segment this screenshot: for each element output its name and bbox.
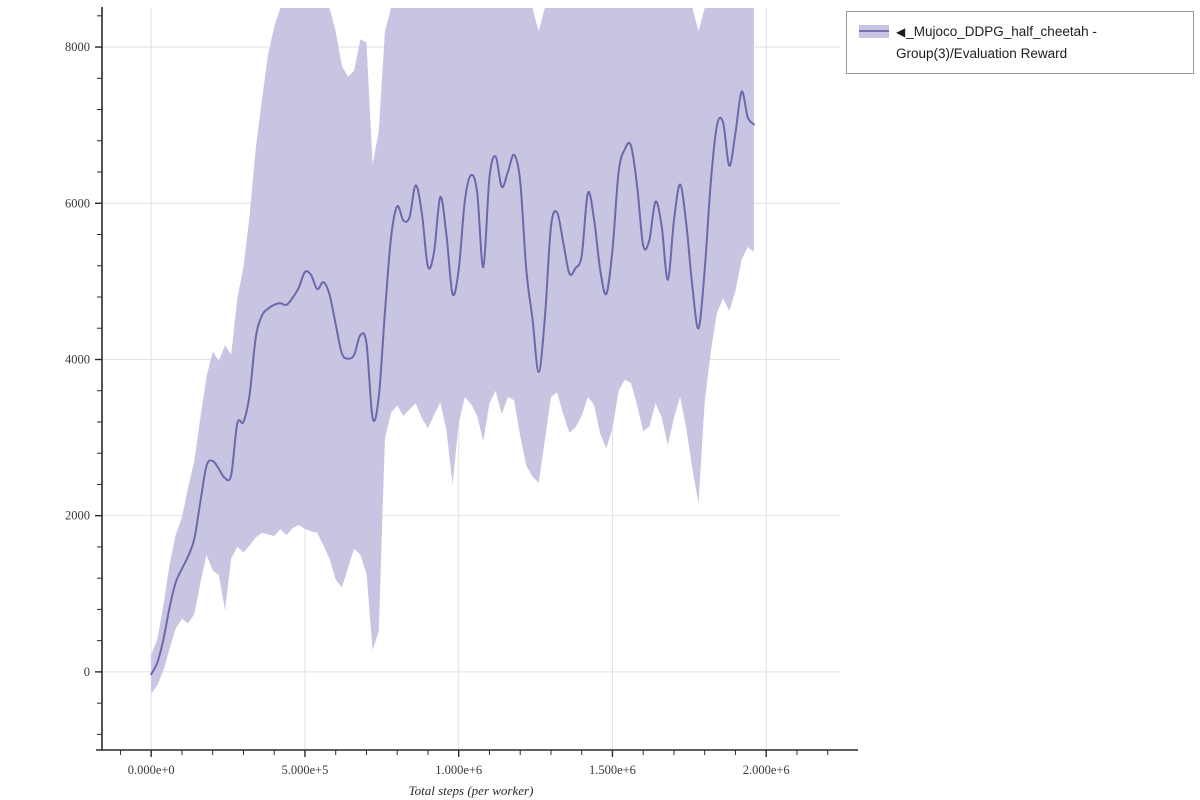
- svg-text:1.500e+6: 1.500e+6: [589, 763, 636, 777]
- svg-text:1.000e+6: 1.000e+6: [435, 763, 482, 777]
- x-axis-title: Total steps (per worker): [409, 783, 534, 798]
- confidence-band: [151, 8, 754, 694]
- legend-collapse-triangle-icon[interactable]: ◀: [896, 25, 906, 39]
- svg-text:4000: 4000: [65, 352, 90, 366]
- svg-text:0.000e+0: 0.000e+0: [128, 763, 175, 777]
- legend-label-wrapper: ◀_Mujoco_DDPG_half_cheetah - Group(3)/Ev…: [896, 21, 1183, 64]
- svg-text:6000: 6000: [65, 196, 90, 210]
- legend-label: _Mujoco_DDPG_half_cheetah - Group(3)/Eva…: [896, 24, 1097, 61]
- svg-text:0: 0: [84, 665, 90, 679]
- svg-text:8000: 8000: [65, 40, 90, 54]
- legend-item[interactable]: ◀_Mujoco_DDPG_half_cheetah - Group(3)/Ev…: [859, 21, 1183, 64]
- tick-labels: 0.000e+0 5.000e+5 1.000e+6 1.500e+6 2.000e+6…: [65, 40, 790, 777]
- svg-text:5.000e+5: 5.000e+5: [281, 763, 328, 777]
- legend-line-swatch: [859, 30, 889, 33]
- legend-swatch-icon: [859, 23, 889, 40]
- axes: [95, 7, 858, 757]
- legend[interactable]: ◀_Mujoco_DDPG_half_cheetah - Group(3)/Ev…: [846, 11, 1194, 74]
- svg-text:2000: 2000: [65, 509, 90, 523]
- series-line: [150, 90, 755, 676]
- svg-text:2.000e+6: 2.000e+6: [743, 763, 790, 777]
